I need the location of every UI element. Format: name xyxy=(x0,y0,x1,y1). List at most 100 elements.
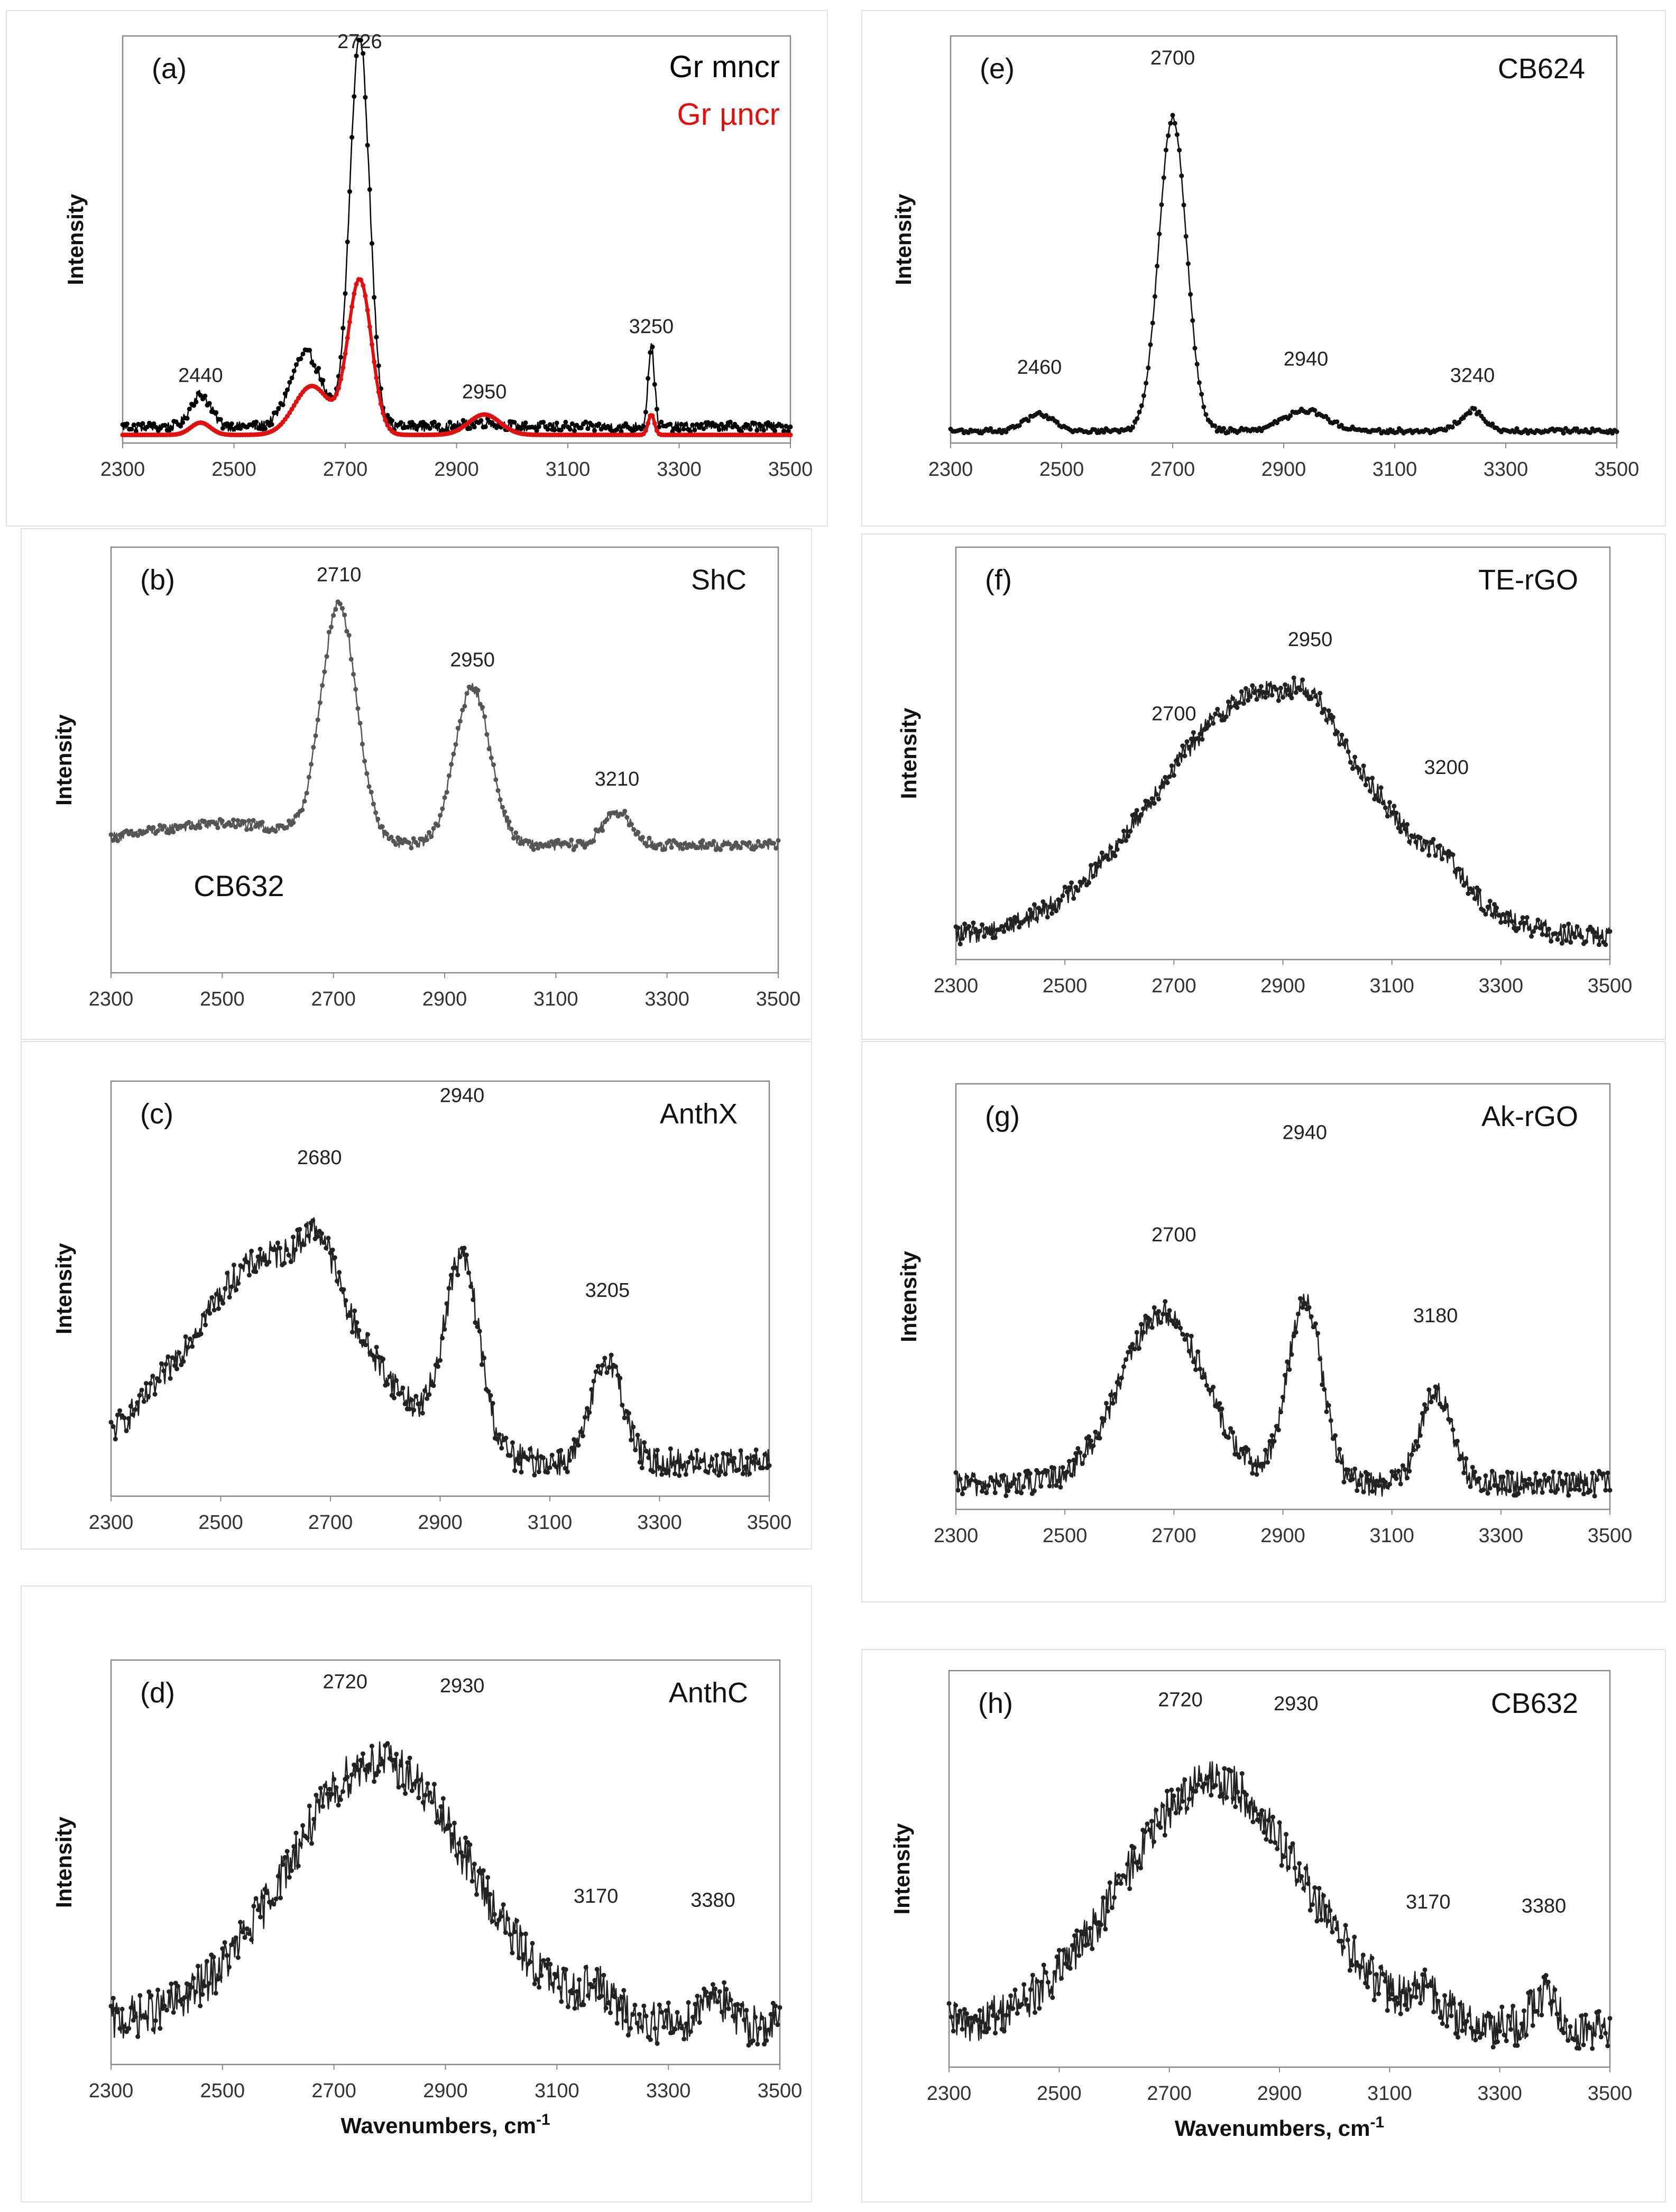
data-point xyxy=(398,837,403,842)
x-tick-label: 2700 xyxy=(1152,975,1196,997)
data-point xyxy=(635,1433,640,1437)
chart-panel-g: 2300 2500 2700 2900 3100 3300 3500Intensity270… xyxy=(861,1041,1666,1602)
data-point xyxy=(233,1935,238,1940)
data-point xyxy=(1502,2032,1507,2038)
data-point xyxy=(1066,1459,1072,1464)
x-axis-label-superscript: -1 xyxy=(536,2111,550,2128)
data-point xyxy=(688,2029,693,2034)
data-point xyxy=(285,387,290,392)
data-point xyxy=(358,277,363,282)
data-point xyxy=(1288,1845,1293,1850)
data-point xyxy=(1310,1902,1315,1907)
data-point xyxy=(187,1337,192,1341)
data-point xyxy=(1420,847,1425,852)
data-point xyxy=(675,1459,680,1464)
data-point xyxy=(1596,942,1601,947)
panel-label: (a) xyxy=(152,53,187,85)
data-point xyxy=(499,1914,504,1919)
data-point xyxy=(1206,723,1211,728)
data-point xyxy=(1180,1332,1185,1337)
data-point xyxy=(1248,1460,1253,1465)
data-point xyxy=(455,725,461,731)
data-point xyxy=(1062,884,1067,890)
peak-label: 2940 xyxy=(1282,1122,1327,1144)
x-tick-label: 3500 xyxy=(1588,2082,1633,2105)
data-point xyxy=(1481,1487,1486,1492)
data-point xyxy=(510,1440,515,1445)
data-point xyxy=(1291,1333,1296,1339)
data-point xyxy=(1396,825,1401,831)
data-point xyxy=(1195,736,1201,741)
data-point xyxy=(534,1977,539,1982)
data-point xyxy=(1173,1810,1178,1815)
data-point xyxy=(313,733,318,739)
data-point xyxy=(255,1254,261,1259)
data-point xyxy=(591,1378,596,1384)
data-point xyxy=(1426,1387,1432,1393)
data-point xyxy=(128,2005,134,2011)
data-point xyxy=(1450,425,1455,430)
x-tick-label: 2500 xyxy=(1037,2082,1082,2105)
peak-label: 2930 xyxy=(1274,1693,1319,1715)
data-point xyxy=(1607,1488,1613,1493)
data-point xyxy=(115,2010,121,2015)
data-point xyxy=(541,1455,546,1460)
data-point xyxy=(285,413,290,419)
data-point xyxy=(652,2026,658,2031)
data-point xyxy=(1473,2038,1478,2043)
x-tick-label: 3100 xyxy=(1367,2082,1412,2105)
data-point xyxy=(482,1356,486,1361)
data-point xyxy=(762,2042,767,2047)
data-point xyxy=(338,1797,343,1802)
plot-area xyxy=(110,1080,770,1497)
data-point xyxy=(957,2008,963,2014)
data-point xyxy=(124,1428,129,1433)
data-point xyxy=(214,410,219,415)
data-point xyxy=(354,282,359,287)
data-point xyxy=(1490,2044,1496,2050)
data-point xyxy=(1431,837,1436,842)
series-line-a-1 xyxy=(122,277,791,437)
data-point xyxy=(1145,1821,1150,1827)
data-point xyxy=(198,2003,203,2008)
data-point xyxy=(664,2008,669,2013)
data-point xyxy=(375,816,381,822)
data-point xyxy=(714,423,720,428)
data-point xyxy=(1376,1483,1382,1488)
data-point xyxy=(988,426,993,431)
data-point xyxy=(1477,1476,1482,1481)
data-point xyxy=(246,818,252,823)
data-point xyxy=(517,1955,522,1960)
data-point xyxy=(646,376,651,381)
data-point xyxy=(1581,1491,1586,1497)
data-point xyxy=(1138,1865,1143,1870)
data-point xyxy=(594,1967,600,1972)
data-point xyxy=(153,425,159,430)
data-point xyxy=(1341,1944,1346,1950)
data-point xyxy=(1135,416,1140,421)
data-point xyxy=(196,1964,200,1969)
series-markers-f-0 xyxy=(953,675,1613,947)
data-point xyxy=(1119,839,1124,844)
data-point xyxy=(394,1752,399,1757)
data-point xyxy=(512,1929,517,1934)
data-point xyxy=(659,2010,664,2015)
data-point xyxy=(1154,791,1159,797)
data-point xyxy=(457,718,463,724)
data-point xyxy=(1263,1448,1268,1453)
data-point xyxy=(414,1778,419,1784)
data-point xyxy=(557,1985,562,1990)
data-point xyxy=(1496,1487,1502,1492)
data-point xyxy=(231,817,236,823)
data-point xyxy=(300,352,306,356)
data-point xyxy=(131,2017,136,2023)
data-point xyxy=(1165,780,1170,786)
data-point xyxy=(326,630,331,635)
data-point xyxy=(1032,1488,1037,1494)
data-point xyxy=(1322,707,1327,712)
data-point xyxy=(1273,1840,1278,1845)
data-point xyxy=(951,2029,956,2034)
data-point xyxy=(291,1844,297,1849)
data-point xyxy=(1103,1927,1108,1932)
data-point xyxy=(982,1485,987,1490)
